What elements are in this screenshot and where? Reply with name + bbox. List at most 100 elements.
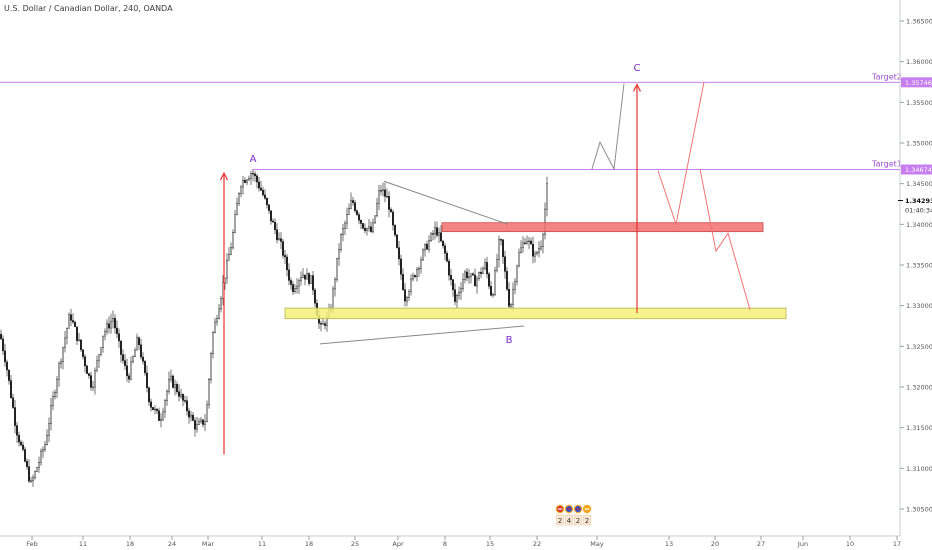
candle-body [165,390,168,401]
candle-body [241,180,244,188]
candle-body [46,435,49,445]
target1-label: Target1 [871,160,902,169]
event-count: 4 [567,517,572,525]
candle-body [390,209,393,213]
candle-body [175,384,178,392]
candle-body [173,384,176,388]
candle-body [392,211,395,226]
candle-body [58,363,61,380]
x-tick-label: 15 [486,540,494,548]
candle-body [159,418,162,421]
candle-body [256,175,259,183]
candle-body [388,196,391,210]
candle-body [308,273,311,284]
icon-stripe [584,508,590,510]
candle-body [276,229,279,241]
candle-body [432,233,435,235]
x-tick-label: 17 [893,540,901,548]
candle-body [532,243,535,257]
candle-body [50,405,53,424]
candle-body [480,272,483,274]
candle-body [83,356,86,367]
candle-body [193,420,196,430]
candle-body [209,353,212,380]
candle-body [97,354,100,362]
candle-body [181,394,184,401]
wave-label-b: B [506,335,513,346]
candle-body [103,331,106,337]
event-count: 2 [585,517,589,525]
x-tick-label: Apr [392,540,404,548]
x-tick-label: Jun [797,540,808,548]
candle-body [183,400,186,402]
icon-stripe [566,508,572,510]
x-tick-label: 18 [126,540,134,548]
event-icon[interactable] [582,504,592,514]
candle-body [67,314,70,329]
candle-body [302,274,305,278]
candle-body [512,289,515,305]
candle-body [368,226,371,229]
candle-body [185,400,188,412]
candle-body [296,285,299,289]
candle-body [356,210,359,215]
candle-body [203,421,206,425]
candle-body [32,477,35,482]
candle-body [141,356,144,362]
candle-body [258,181,261,189]
candle-body [167,378,170,392]
candle-body [231,232,234,248]
candle-body [0,333,2,340]
candle-body [268,204,271,211]
projection-red-down [699,168,751,310]
flag-us-icon[interactable] [564,504,574,514]
event-count-bg [583,514,591,526]
event-count: 2 [576,517,580,525]
candle-body [81,349,84,357]
arrow-a-head [219,171,229,181]
candle-body [340,234,343,250]
candle-body [522,242,525,249]
candle-body [211,332,214,354]
candle-body [3,350,6,363]
y-tick-label: 1.35500 [906,99,932,107]
candle-body [105,323,108,332]
candle-body [542,234,545,247]
candle-body [530,240,533,245]
candle-body [434,227,437,235]
candle-body [402,274,405,290]
candle-body [506,271,509,290]
candle-body [121,354,124,361]
candle-body [63,337,66,348]
candle-body [364,228,367,231]
triangle-lower-line [319,325,525,345]
candle-body [370,226,373,232]
candle-body [430,233,433,241]
candle-body [7,369,10,381]
projection-grey [591,83,625,171]
candle-body [470,273,473,277]
candle-body [48,423,51,436]
flag-ca-icon[interactable] [555,504,565,514]
candle-body [346,214,349,224]
candle-body [336,257,339,280]
drawing-overlay: Target2 Target1 A B C [0,63,902,455]
candles [0,169,549,488]
y-axis[interactable]: 1.36500 1.36000 1.35500 1.35000 1.34500 1.340… [899,0,932,536]
x-axis[interactable]: Feb 11 18 24 Mar 11 18 25 Apr 8 15 22 May 13 20 27 Jun 10… [0,535,901,548]
candle-body [442,240,445,247]
candle-body [262,189,265,196]
candle-body [75,326,78,341]
candle-body [338,249,341,259]
y-tick-label: 1.34500 [906,180,932,188]
candle-body [199,419,202,422]
candle-body [446,253,449,262]
candle-body [404,289,407,302]
candle-body [358,214,361,221]
icon-stripe [557,508,563,510]
candle-body [87,373,90,376]
flag-us-icon[interactable] [573,504,583,514]
candle-body [163,400,166,413]
